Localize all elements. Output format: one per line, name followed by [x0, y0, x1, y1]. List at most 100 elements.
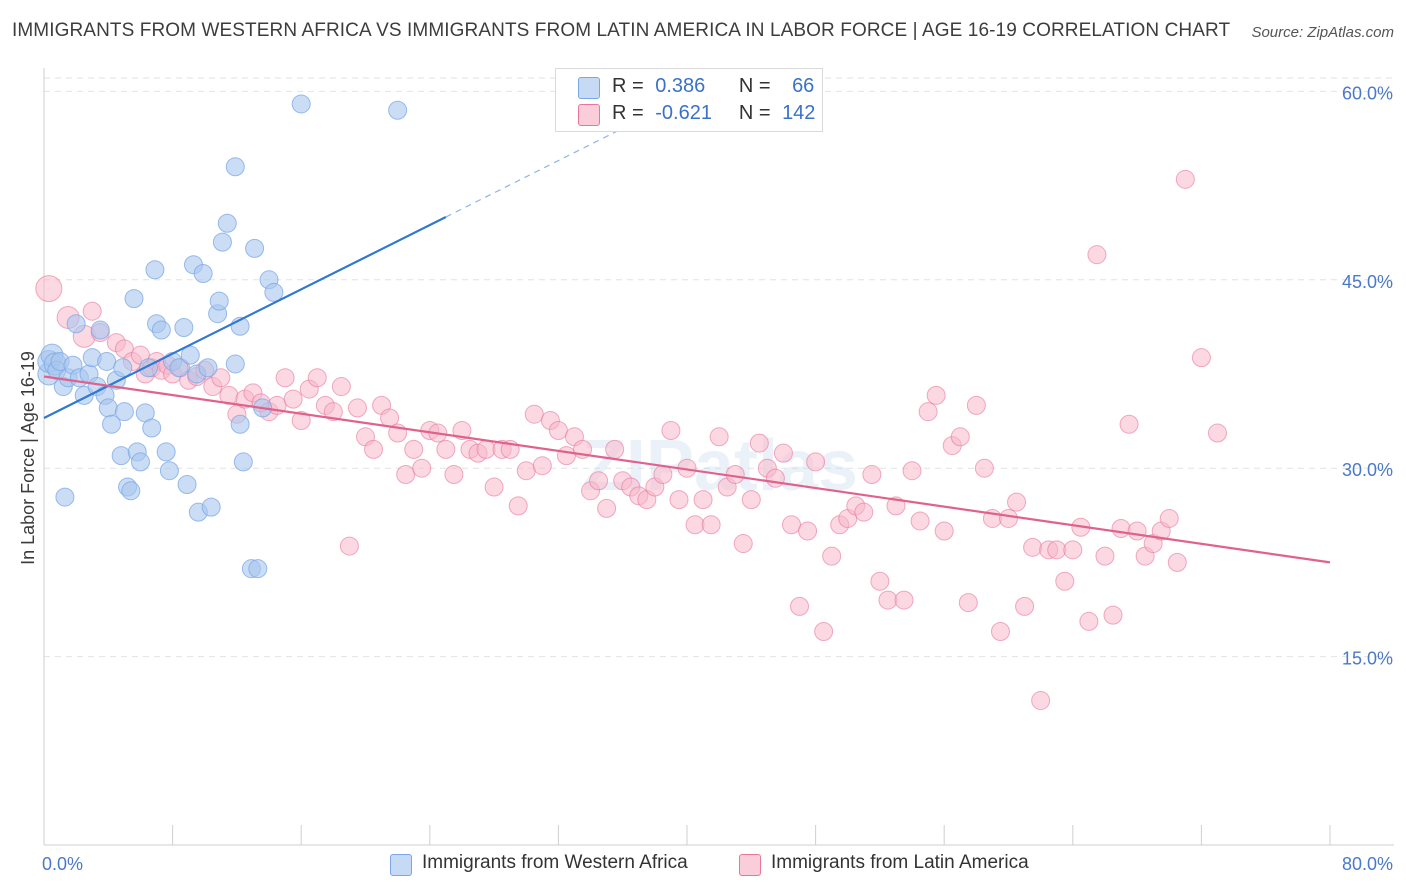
data-point-western-africa	[174, 318, 194, 338]
data-point-latin-america	[798, 521, 818, 541]
trend-line-western-africa	[43, 216, 447, 419]
data-point-latin-america	[1055, 571, 1075, 591]
data-point-western-africa	[177, 475, 197, 495]
data-point-latin-america	[444, 464, 464, 484]
data-point-latin-america	[781, 515, 801, 535]
data-point-western-africa	[97, 351, 117, 371]
data-point-western-africa	[66, 314, 86, 334]
data-point-latin-america	[669, 490, 689, 510]
data-point-latin-america	[1095, 546, 1115, 566]
data-point-western-africa	[90, 320, 110, 340]
data-point-latin-america	[1087, 245, 1107, 265]
data-point-western-africa	[212, 232, 232, 252]
data-point-latin-america	[1111, 518, 1131, 538]
data-point-western-africa	[233, 452, 253, 472]
data-point-western-africa	[230, 414, 250, 434]
legend-n-label: N =	[738, 75, 771, 97]
data-point-latin-america	[910, 511, 930, 531]
data-point-latin-america	[307, 368, 327, 388]
data-point-latin-america	[709, 427, 729, 447]
data-point-western-africa	[180, 345, 200, 365]
y-tick-label: 15.0%	[1342, 649, 1393, 669]
trend-line-latin-america	[43, 375, 1331, 564]
x-tick-label: 80.0%	[1342, 854, 1393, 874]
data-point-latin-america	[950, 427, 970, 447]
data-point-latin-america	[902, 461, 922, 481]
data-point-latin-america	[733, 534, 753, 554]
data-point-western-africa	[209, 291, 229, 311]
legend-r-label: R =	[612, 102, 644, 124]
data-point-latin-america	[870, 571, 890, 591]
legend-r-value: 0.386	[655, 75, 706, 97]
data-point-western-africa	[248, 559, 268, 579]
data-point-latin-america	[82, 301, 102, 321]
data-point-latin-america	[1103, 605, 1123, 625]
data-point-latin-america	[396, 464, 416, 484]
data-point-latin-america	[653, 464, 673, 484]
data-point-latin-america	[806, 452, 826, 472]
data-point-western-africa	[245, 238, 265, 258]
data-point-western-africa	[169, 358, 189, 378]
data-point-latin-america	[605, 439, 625, 459]
data-point-western-africa	[225, 354, 245, 374]
tick-labels: 15.0% 30.0% 45.0% 60.0% 0.0% 80.0%	[42, 83, 1393, 874]
data-point-latin-america	[894, 590, 914, 610]
data-point-latin-america	[1007, 492, 1027, 512]
data-point-latin-america	[436, 439, 456, 459]
stats-legend: R = 0.386 N = 66 R = -0.621 N = 142	[555, 68, 823, 132]
data-point-latin-america	[990, 621, 1010, 641]
data-point-latin-america	[926, 385, 946, 405]
data-point-latin-america	[283, 389, 303, 409]
data-point-western-africa	[198, 358, 218, 378]
legend-r-label: R =	[612, 75, 644, 97]
data-point-latin-america	[966, 395, 986, 415]
legend-n-label: N =	[738, 102, 771, 124]
trend-line-western-africa-extension	[445, 119, 640, 218]
data-point-latin-america	[918, 402, 938, 422]
data-point-latin-america	[323, 402, 343, 422]
trend-lines	[43, 119, 1331, 564]
y-tick-label: 30.0%	[1342, 460, 1393, 480]
source-label: Source: ZipAtlas.com	[1251, 24, 1394, 41]
data-point-western-africa	[264, 282, 284, 302]
data-point-latin-america	[958, 593, 978, 613]
y-axis-label: In Labor Force | Age 16-19	[18, 351, 38, 565]
data-point-western-africa	[225, 157, 245, 177]
data-point-western-africa	[151, 320, 171, 340]
x-tick-label: 0.0%	[42, 854, 83, 874]
data-point-latin-america	[1207, 423, 1227, 443]
data-point-latin-america	[1015, 596, 1035, 616]
data-point-latin-america	[693, 490, 713, 510]
data-point-latin-america	[741, 490, 761, 510]
data-point-latin-america	[532, 456, 552, 476]
bottom-legend-swatch-latin-america	[739, 854, 761, 876]
legend-swatch-western-africa	[578, 77, 600, 99]
data-point-latin-america	[524, 404, 544, 424]
data-point-latin-america	[404, 439, 424, 459]
data-point-western-africa	[102, 414, 122, 434]
data-point-latin-america	[452, 421, 472, 441]
data-point-latin-america	[974, 458, 994, 478]
data-point-western-africa	[98, 398, 118, 418]
data-point-latin-america	[508, 496, 528, 516]
data-point-latin-america	[1119, 414, 1139, 434]
data-point-western-africa	[111, 446, 131, 466]
data-point-western-africa	[201, 497, 221, 517]
data-point-latin-america	[516, 461, 536, 481]
data-point-latin-america	[1047, 540, 1067, 560]
legend-r-value: -0.621	[655, 102, 712, 124]
data-point-western-africa	[121, 481, 141, 501]
data-point-latin-america	[1063, 540, 1083, 560]
data-point-latin-america	[347, 398, 367, 418]
data-point-western-africa	[55, 487, 75, 507]
data-point-latin-america	[589, 471, 609, 491]
legend-n-value: 142	[782, 102, 816, 124]
data-point-western-africa	[217, 213, 237, 233]
data-point-latin-america	[822, 546, 842, 566]
data-point-latin-america	[854, 502, 874, 522]
data-point-latin-america	[339, 536, 359, 556]
data-point-latin-america	[765, 468, 785, 488]
data-point-western-africa	[388, 100, 408, 120]
y-tick-label: 45.0%	[1342, 272, 1393, 292]
